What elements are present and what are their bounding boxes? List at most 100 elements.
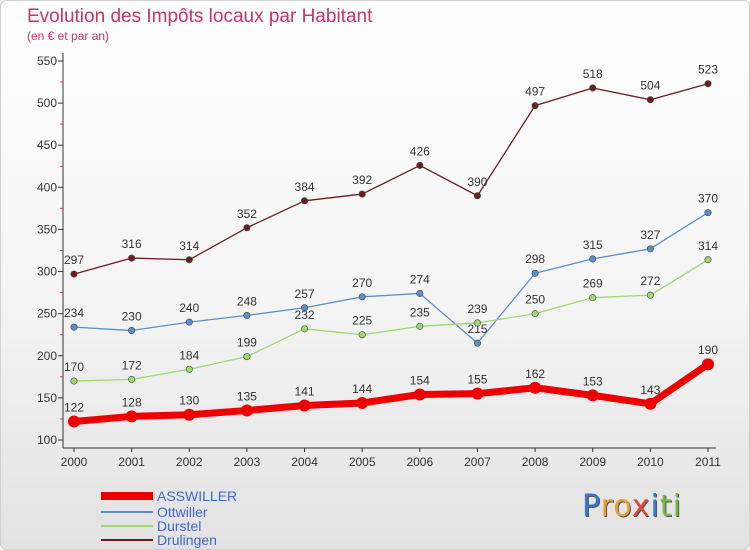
data-label: 297	[64, 253, 84, 267]
data-label: 239	[467, 302, 487, 316]
data-point	[704, 209, 712, 217]
data-point	[185, 256, 193, 264]
data-label: 497	[525, 85, 545, 99]
data-point	[70, 270, 78, 278]
data-point	[704, 256, 712, 264]
data-label: 270	[352, 276, 372, 290]
data-point	[589, 84, 597, 92]
data-label: 248	[237, 294, 257, 308]
logo-letter: r	[600, 489, 614, 524]
logo-letter: x	[631, 489, 651, 524]
legend-label-asswiller: ASSWILLER	[157, 488, 238, 504]
data-label: 370	[698, 192, 718, 206]
y-tick-label: 150	[37, 391, 57, 405]
data-label: 298	[525, 252, 545, 266]
data-point	[644, 397, 657, 410]
data-label: 390	[467, 175, 487, 189]
x-tick-label: 2003	[234, 455, 261, 469]
legend-label-durstel: Durstel	[157, 518, 202, 534]
logo-letter: i	[672, 489, 682, 524]
data-point	[473, 192, 481, 200]
data-point	[589, 255, 597, 263]
data-point	[416, 322, 424, 330]
data-label: 269	[583, 277, 603, 291]
data-label: 232	[295, 308, 315, 322]
data-point	[358, 293, 366, 301]
data-label: 155	[467, 373, 487, 387]
data-point	[704, 80, 712, 88]
data-point	[589, 294, 597, 302]
data-label: 235	[410, 305, 430, 319]
y-tick-label: 350	[37, 222, 57, 236]
data-label: 352	[237, 207, 257, 221]
legend-swatch-durstel	[101, 525, 153, 527]
data-point	[473, 339, 481, 347]
data-point	[301, 304, 309, 312]
data-label: 315	[583, 238, 603, 252]
data-point	[70, 323, 78, 331]
data-label: 153	[583, 374, 603, 388]
x-tick-label: 2009	[579, 455, 606, 469]
legend-label-ottwiller: Ottwiller	[157, 504, 208, 520]
data-point	[356, 396, 369, 409]
data-point	[646, 291, 654, 299]
data-point	[240, 404, 253, 417]
data-label: 314	[698, 239, 718, 253]
data-point	[70, 377, 78, 385]
logo-letter: o	[613, 489, 632, 524]
data-label: 128	[122, 395, 142, 409]
data-point	[531, 102, 539, 110]
proxiti-logo: Proxiti	[582, 489, 682, 524]
data-label: 190	[698, 343, 718, 357]
data-label: 170	[64, 360, 84, 374]
x-tick-label: 2010	[637, 455, 664, 469]
chart-subtitle: (en € et par an)	[27, 29, 110, 43]
data-label: 257	[295, 287, 315, 301]
legend-swatch-ottwiller	[101, 511, 153, 513]
data-point	[68, 415, 80, 428]
data-point	[125, 410, 138, 423]
series-line	[73, 361, 710, 425]
y-tick-label: 500	[37, 96, 57, 110]
data-label: 172	[122, 358, 142, 372]
x-tick-label: 2007	[464, 455, 491, 469]
data-point	[298, 399, 311, 412]
y-tick-label: 250	[37, 307, 57, 321]
y-tick-label: 100	[37, 433, 57, 447]
data-point	[243, 311, 251, 319]
data-point	[702, 358, 714, 371]
data-label: 130	[179, 394, 199, 408]
data-label: 162	[525, 367, 545, 381]
x-tick-label: 2001	[118, 455, 145, 469]
data-label: 384	[295, 180, 315, 194]
logo-letter: P	[582, 489, 601, 524]
x-tick-label: 2005	[349, 455, 376, 469]
data-point	[301, 197, 309, 205]
data-point	[646, 245, 654, 253]
data-label: 143	[640, 383, 660, 397]
y-tick-label: 200	[37, 349, 57, 363]
chart-title: Evolution des Impôts locaux par Habitant	[27, 6, 373, 27]
data-label: 141	[295, 384, 315, 398]
data-label: 250	[525, 293, 545, 307]
data-label: 154	[410, 374, 430, 388]
data-label: 392	[352, 173, 372, 187]
data-label: 316	[122, 237, 142, 251]
data-label: 144	[352, 382, 372, 396]
data-point	[128, 254, 136, 262]
data-label: 272	[640, 274, 660, 288]
data-point	[183, 408, 196, 421]
x-tick-label: 2006	[406, 455, 433, 469]
data-point	[358, 190, 366, 198]
data-point	[185, 318, 193, 326]
data-label: 135	[237, 390, 257, 404]
data-label: 234	[64, 306, 84, 320]
data-point	[586, 389, 599, 402]
series-line	[73, 212, 709, 344]
data-point	[473, 319, 481, 327]
data-point	[128, 375, 136, 383]
data-point	[471, 387, 484, 400]
data-point	[416, 161, 424, 169]
